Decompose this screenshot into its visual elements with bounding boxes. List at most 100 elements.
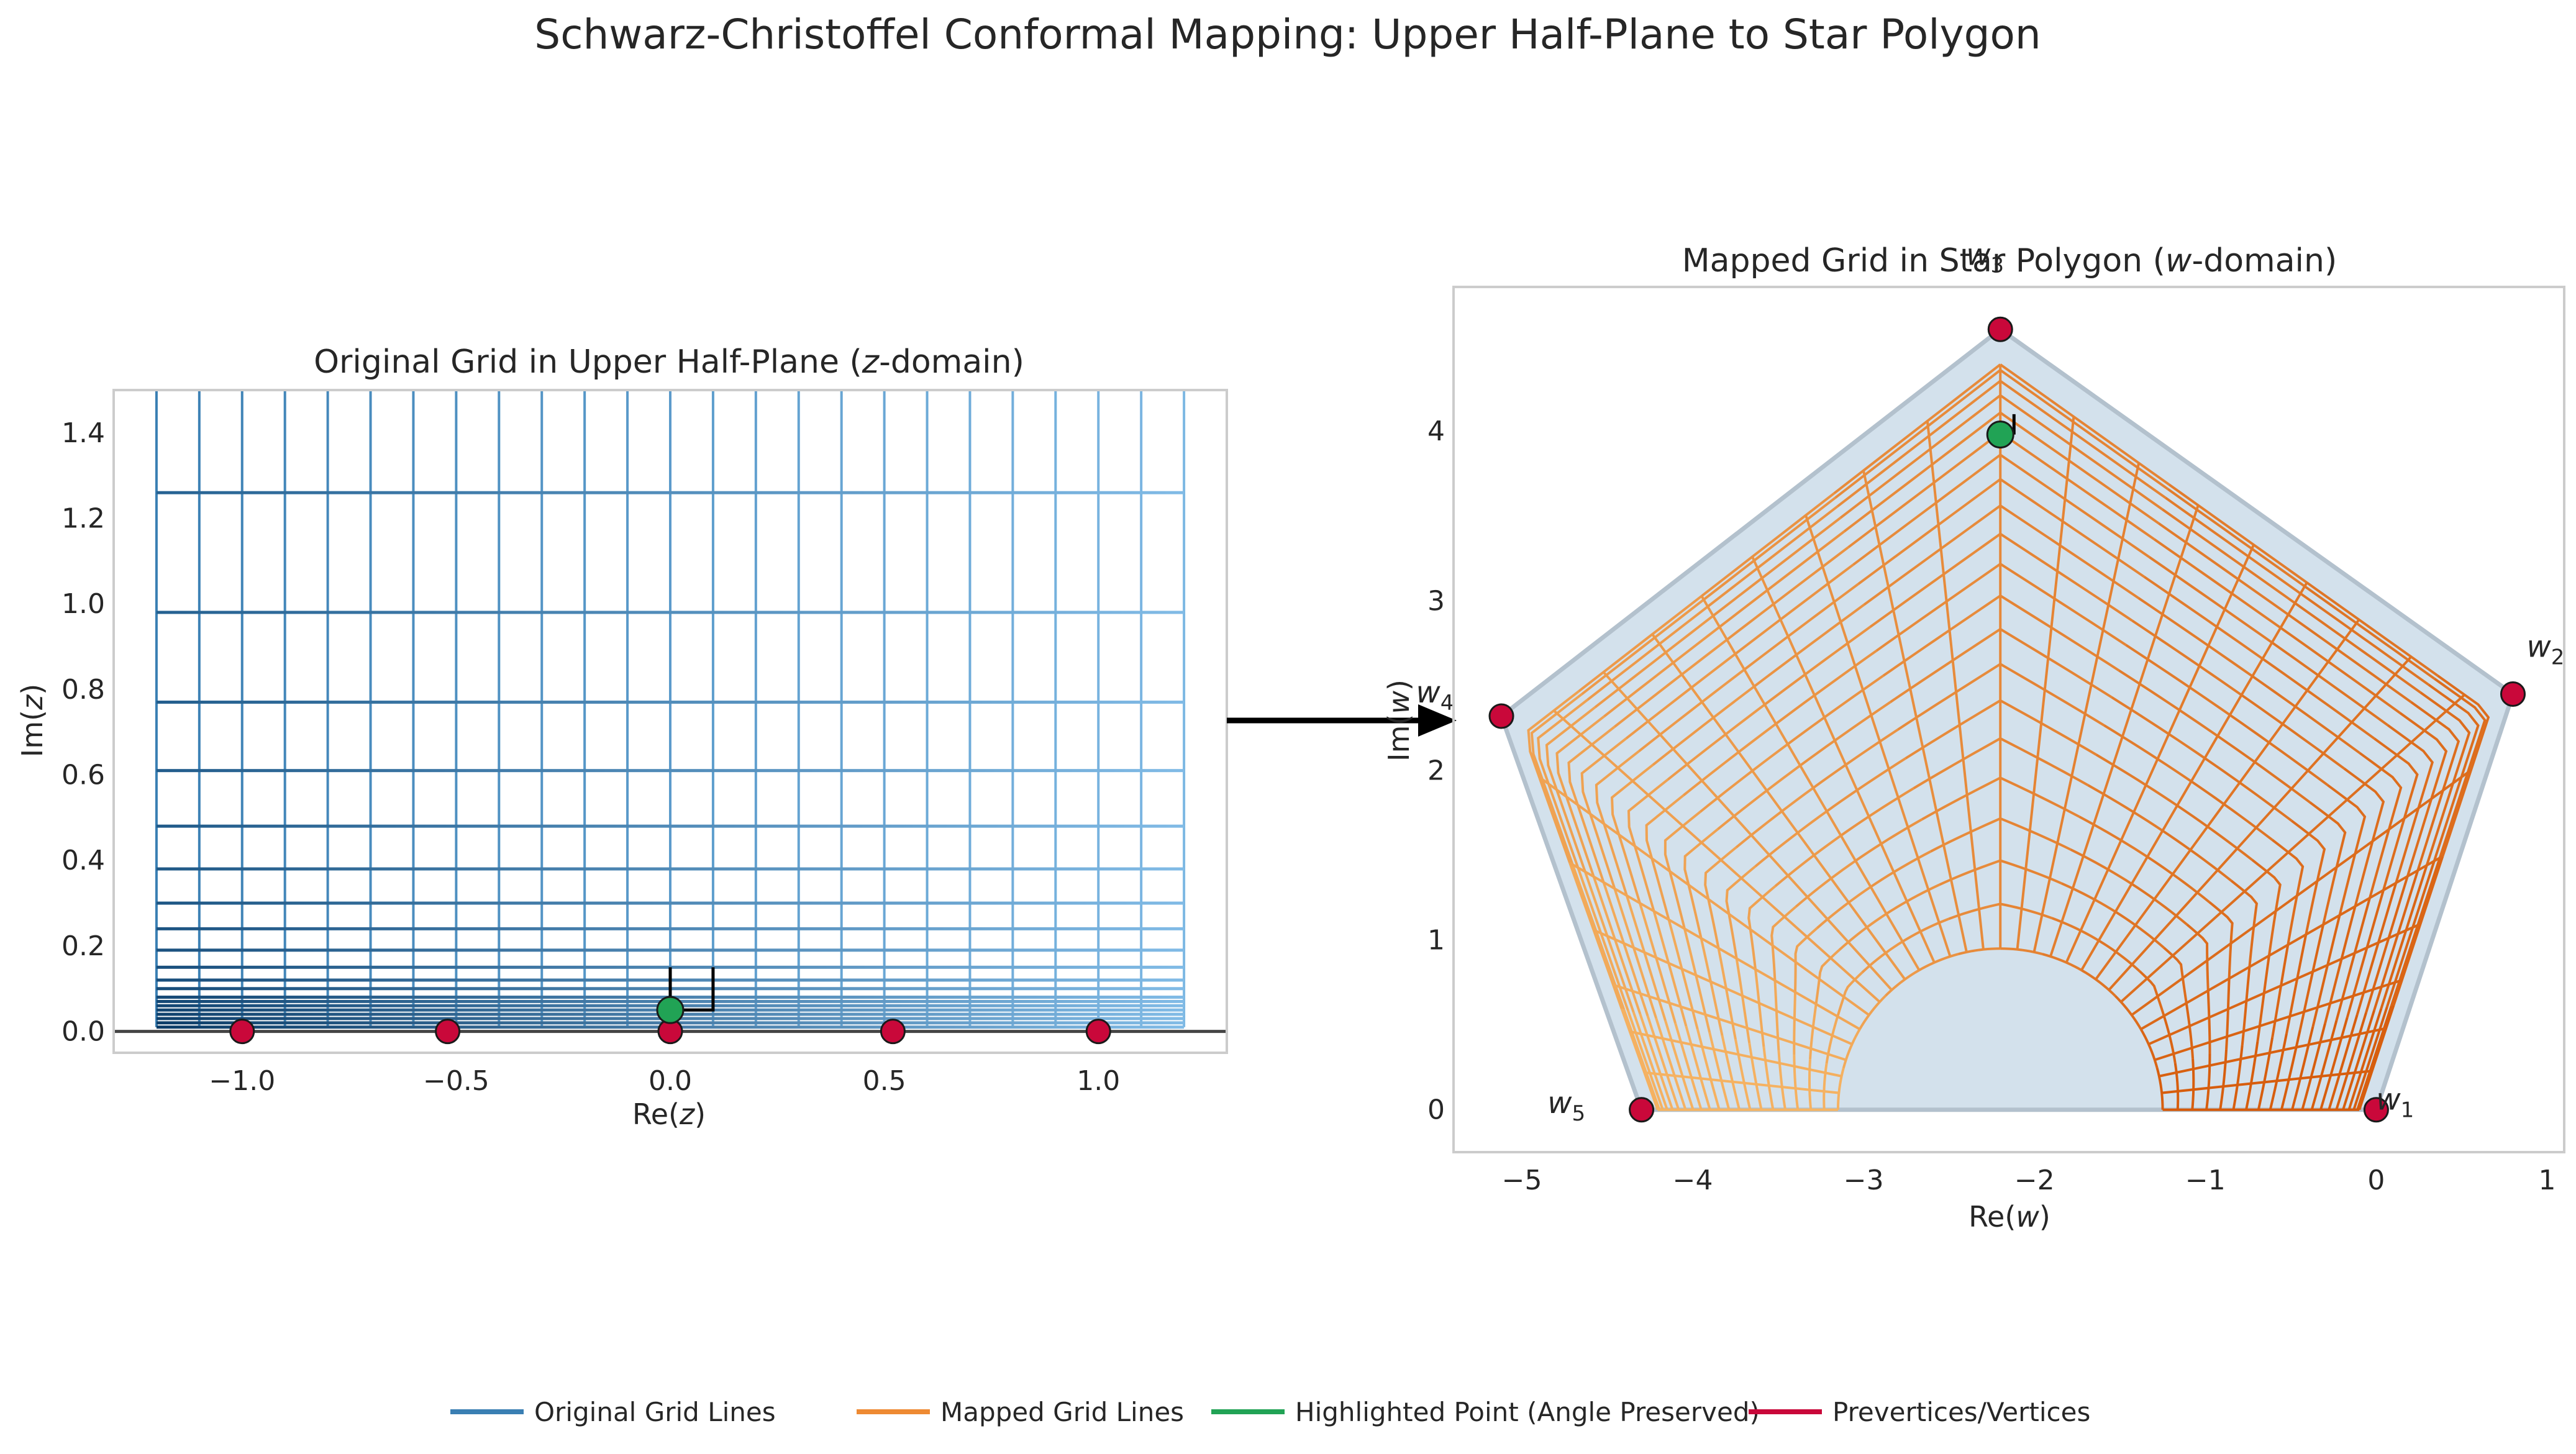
mapped-arc-grid-line (2162, 947, 2188, 1004)
mapped-arc-grid-line (1652, 911, 1688, 1027)
mapped-arc-grid-line (2139, 970, 2165, 1017)
mapped-arc-grid-line (1890, 628, 2001, 704)
mapped-x-tick-label: 1 (2538, 1165, 2556, 1196)
mapped-arc-grid-line (1592, 876, 1642, 1015)
original-y-tick-label: 0.8 (61, 674, 105, 706)
prevertex-point (435, 1019, 461, 1045)
mapped-radial-grid-line (1553, 709, 1881, 1003)
mapped-arc-grid-line (2000, 379, 2167, 499)
mapped-radial-grid-line (1805, 515, 1952, 957)
mapped-radial-grid-line (2148, 922, 2421, 1046)
mapped-arc-grid-line (1571, 864, 1626, 1011)
mapped-arc-grid-line (2060, 882, 2116, 913)
mapped-arc-grid-line (2000, 663, 2105, 727)
mapped-arc-grid-line (2157, 522, 2289, 616)
mapped-arc-grid-line (2000, 478, 2145, 578)
mapped-arc-grid-line (2306, 581, 2439, 677)
mapped-arc-grid-line (2153, 538, 2282, 629)
mapped-arc-grid-line (2285, 934, 2308, 1034)
mapped-arc-grid-line (1603, 625, 1721, 717)
mapped-arc-grid-line (2162, 1016, 2177, 1064)
mapped-arc-grid-line (1885, 969, 1920, 997)
original-x-tick-label: 0.5 (863, 1065, 906, 1097)
mapped-arc-grid-line (1958, 947, 2001, 956)
original-highlight-point (656, 996, 685, 1024)
mapped-arc-grid-line (2000, 363, 2170, 486)
mapped-arc-grid-line (1857, 478, 2001, 585)
mapped-arc-grid-line (2410, 701, 2460, 871)
mapped-arc-grid-line (1712, 517, 1842, 617)
mapped-arc-grid-line (1773, 980, 1780, 1051)
mapped-arc-grid-line (2356, 1005, 2393, 1111)
original-x-tick-label: 1.0 (1076, 1065, 1120, 1097)
mapped-arc-grid-line (2173, 1063, 2180, 1110)
mapped-arc-grid-line (1918, 953, 1959, 971)
original-horizontal-grid-line (156, 824, 1185, 828)
mapped-arc-grid-line (1639, 1013, 1674, 1111)
legend-label: Prevertices/Vertices (1832, 1397, 2090, 1427)
mapped-arc-grid-line (2225, 978, 2231, 1050)
mapped-arc-grid-line (2291, 1026, 2314, 1111)
mapped-arc-grid-line (2298, 924, 2325, 1030)
mapped-arc-grid-line (1838, 912, 1887, 951)
mapped-arc-grid-line (1674, 1022, 1703, 1111)
mapped-arc-grid-line (2365, 876, 2409, 1013)
mapped-radial-grid-line (2131, 769, 2472, 1016)
mapped-arc-grid-line (2359, 752, 2403, 899)
mapped-arc-grid-line (1770, 906, 1797, 981)
mapped-arc-grid-line (2000, 699, 2097, 756)
mapped-arc-grid-line (1568, 862, 1623, 1010)
mapped-arc-grid-line (1721, 1035, 1741, 1111)
mapped-arc-grid-line (2419, 691, 2471, 866)
mapped-arc-grid-line (1836, 379, 2001, 507)
mapped-arc-grid-line (1826, 757, 1906, 812)
mapped-grid-panel: Mapped Grid in Star Polygon (w-domain) w… (1382, 237, 2565, 1234)
original-horizontal-grid-line (156, 867, 1185, 871)
mapped-arc-grid-line (2257, 1037, 2274, 1111)
mapped-y-tick-label: 1 (1427, 925, 1445, 956)
mapped-arc-grid-line (1836, 971, 1864, 1017)
mapped-plot-frame (1452, 286, 2565, 1153)
mapped-x-tick-label: −2 (2014, 1165, 2055, 1196)
polygon-vertex-point (2500, 681, 2526, 707)
mapped-arc-grid-line (1777, 1050, 1787, 1111)
mapped-arc-grid-line (2390, 857, 2441, 1006)
mapped-radial-grid-line (1629, 1030, 1842, 1078)
mapped-arc-grid-line (1793, 1055, 1800, 1110)
mapped-arc-grid-line (2437, 675, 2490, 857)
mapped-arc-grid-line (1843, 411, 2001, 533)
mapped-arc-grid-line (2000, 902, 2053, 920)
mapped-arc-grid-line (1652, 685, 1755, 766)
mapped-x-tick-label: 0 (2367, 1165, 2385, 1196)
mapped-arc-grid-line (2232, 1045, 2244, 1111)
mapped-arc-grid-line (1530, 693, 1583, 865)
mapped-arc-grid-line (2251, 675, 2360, 754)
mapped-y-axis-label: Im(w) (1382, 679, 1416, 761)
mapped-arc-grid-line (2098, 939, 2141, 973)
mapped-arc-grid-line (2324, 906, 2357, 1024)
mapping-arrow (1227, 704, 1457, 737)
mapped-arc-grid-line (2000, 431, 2155, 540)
mapped-radial-grid-line (2108, 656, 2413, 991)
mapped-arc-grid-line (1555, 715, 1605, 878)
mapped-arc-grid-line (1664, 1020, 1695, 1111)
mapped-radial-grid-line (1700, 595, 1921, 971)
mapped-arc-grid-line (1602, 881, 1649, 1017)
original-y-axis-label: Im(z) (16, 684, 49, 757)
mapped-radial-grid-line (1602, 671, 1893, 991)
original-y-tick-label: 0.0 (61, 1016, 105, 1048)
figure-title: Schwarz-Christoffel Conformal Mapping: U… (534, 11, 2041, 58)
mapped-arc-grid-line (1545, 706, 1596, 873)
mapped-arc-grid-line (1836, 1068, 1845, 1110)
prevertex-point (229, 1019, 255, 1045)
mapped-arc-grid-line (2256, 955, 2270, 1042)
mapped-radial-grid-line (2154, 979, 2403, 1061)
mapped-arc-grid-line (1735, 786, 1814, 848)
mapped-radial-grid-line (1644, 1071, 1839, 1094)
mapped-panel-title: Mapped Grid in Star Polygon (w-domain) (1682, 242, 2337, 279)
original-horizontal-grid-line (156, 948, 1185, 952)
mapped-arc-grid-line (1625, 653, 1736, 740)
original-x-tick-label: −0.5 (423, 1065, 489, 1097)
mapped-arc-grid-line (1700, 938, 1724, 1037)
prevertex-point (1085, 1019, 1111, 1045)
